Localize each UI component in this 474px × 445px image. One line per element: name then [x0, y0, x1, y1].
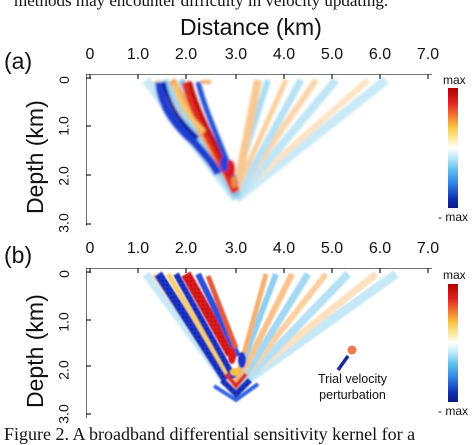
panel-a-x-tick-3: 3.0 — [224, 46, 248, 63]
perturbation-line — [336, 354, 350, 372]
panel-b-y-tick-0: 0 — [55, 270, 72, 278]
annotation-line-2: perturbation — [319, 388, 386, 402]
panel-b-x-tick-0: 0 — [85, 240, 95, 257]
panel-a-colorbar-max-label: max — [443, 73, 466, 87]
panel-a-y-tick-1: 1.0 — [55, 116, 72, 136]
panel-a-colorbar — [448, 88, 458, 208]
panel-b-kernel-field — [142, 270, 399, 403]
panel-a-x-tick-7: 7.0 — [416, 46, 440, 63]
panel-a-label: (a) — [4, 48, 33, 74]
panel-a-x-tick-2: 2.0 — [174, 46, 198, 63]
x-axis-title: Distance (km) — [180, 14, 322, 40]
panel-b-y-tick-2: 2.0 — [55, 360, 72, 380]
panel-a-x-tick-4: 4.0 — [272, 46, 296, 63]
panel-b-kernel-plot — [86, 268, 432, 418]
panel-b-label: (b) — [4, 242, 33, 268]
panel-b-x-tick-5: 5.0 — [320, 240, 344, 257]
panel-b-y-tick-1: 1.0 — [55, 312, 72, 332]
panel-b-colorbar-max-label: max — [443, 268, 466, 282]
panel-b-x-tick-7: 7.0 — [416, 240, 440, 257]
top-text: methods may encounter difficulty in velo… — [14, 0, 389, 10]
panel-a-y-tick-2: 2.0 — [55, 166, 72, 186]
annotation-line-1: Trial velocity — [318, 372, 387, 386]
panel-b-x-tick-1: 1.0 — [126, 240, 150, 257]
panel-a-x-tick-5: 5.0 — [320, 46, 344, 63]
panel-b-x-tick-3: 3.0 — [224, 240, 248, 257]
perturbation-dot — [347, 345, 357, 355]
panel-a-x-tick-1: 1.0 — [126, 46, 150, 63]
panel-a-y-tick-3: 3.0 — [55, 213, 72, 233]
panel-b-x-tick-4: 4.0 — [272, 240, 296, 257]
panel-b-x-tick-2: 2.0 — [174, 240, 198, 257]
panel-b-y-axis-title: Depth (km) — [22, 294, 48, 408]
panel-a-x-tick-6: 6.0 — [368, 46, 392, 63]
panel-b-y-tick-3: 3.0 — [55, 404, 72, 424]
panel-a-kernel-plot — [86, 74, 432, 226]
annotation-trial-velocity: Trial velocity perturbation — [318, 371, 387, 403]
panel-b-x-tick-6: 6.0 — [368, 240, 392, 257]
panel-a-x-tick-0: 0 — [85, 46, 95, 63]
panel-a-y-tick-0: 0 — [55, 76, 72, 84]
figure-caption: Figure 2. A broadband differential sensi… — [4, 424, 416, 444]
panel-b-colorbar — [448, 284, 458, 402]
panel-a-colorbar-min-label: - max — [438, 210, 468, 224]
panel-a-y-axis-title: Depth (km) — [22, 100, 48, 214]
panel-b-colorbar-min-label: - max — [438, 404, 468, 418]
panel-a-kernel-field — [142, 76, 389, 203]
